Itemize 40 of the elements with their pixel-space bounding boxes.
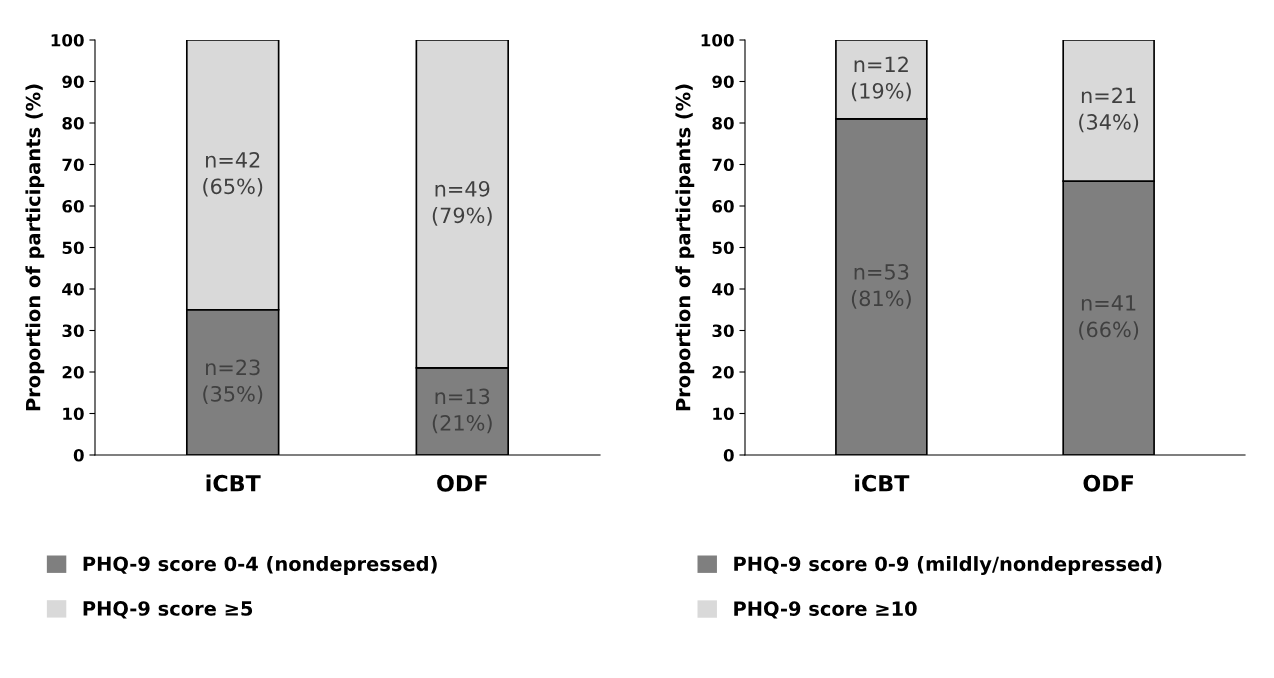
y-tick-label: 80 — [62, 116, 84, 130]
data-label: n=53 (81%) — [851, 263, 911, 309]
legend-label: PHQ-9 score 0-9 (mildly/nondepressed) — [734, 556, 1162, 576]
y-tick-label: 90 — [62, 75, 84, 89]
data-label: n=21 (34%) — [1079, 87, 1139, 133]
y-tick-label: 50 — [62, 241, 84, 255]
y-tick-label: 60 — [712, 199, 734, 213]
y-tick-label: 30 — [62, 324, 84, 338]
legend-label: PHQ-9 score ≥10 — [734, 601, 917, 619]
y-tick-label: 40 — [62, 282, 84, 296]
y-tick-label: 30 — [712, 324, 734, 338]
x-tick-label: ODF — [1083, 474, 1134, 492]
data-label: n=12 (19%) — [851, 56, 911, 102]
y-tick-label: 20 — [62, 365, 84, 379]
legend-label: PHQ-9 score ≥5 — [83, 601, 253, 619]
y-tick-label: 60 — [62, 199, 84, 213]
y-tick-label: 0 — [73, 448, 84, 462]
y-tick-label: 80 — [712, 116, 734, 130]
y-tick-label: 20 — [712, 365, 734, 379]
y-tick-label: 70 — [62, 158, 84, 172]
data-label: n=13 (21%) — [432, 388, 492, 434]
x-tick-label: iCBT — [206, 474, 261, 492]
y-tick-label: 50 — [712, 241, 734, 255]
data-label: n=41 (66%) — [1079, 295, 1139, 340]
y-tick-label: 0 — [723, 448, 734, 462]
y-tick-label: 10 — [713, 407, 734, 421]
y-axis-title: Proportion of participants (%) — [675, 84, 695, 411]
y-tick-label: 70 — [712, 158, 734, 172]
x-tick-label: ODF — [437, 474, 487, 492]
x-tick-label: iCBT — [855, 474, 910, 492]
data-label: n=49 (79%) — [432, 180, 492, 226]
y-tick-label: 100 — [701, 33, 734, 47]
y-tick-label: 90 — [712, 75, 734, 89]
y-axis-title: Proportion of participants (%) — [25, 84, 45, 411]
y-tick-label: 100 — [51, 33, 84, 47]
y-tick-label: 10 — [63, 407, 84, 421]
data-label: n=42 (65%) — [203, 151, 263, 197]
data-label: n=23 (35%) — [203, 359, 263, 405]
legend-label: PHQ-9 score 0-4 (nondepressed) — [83, 556, 437, 575]
y-tick-label: 40 — [712, 282, 734, 296]
